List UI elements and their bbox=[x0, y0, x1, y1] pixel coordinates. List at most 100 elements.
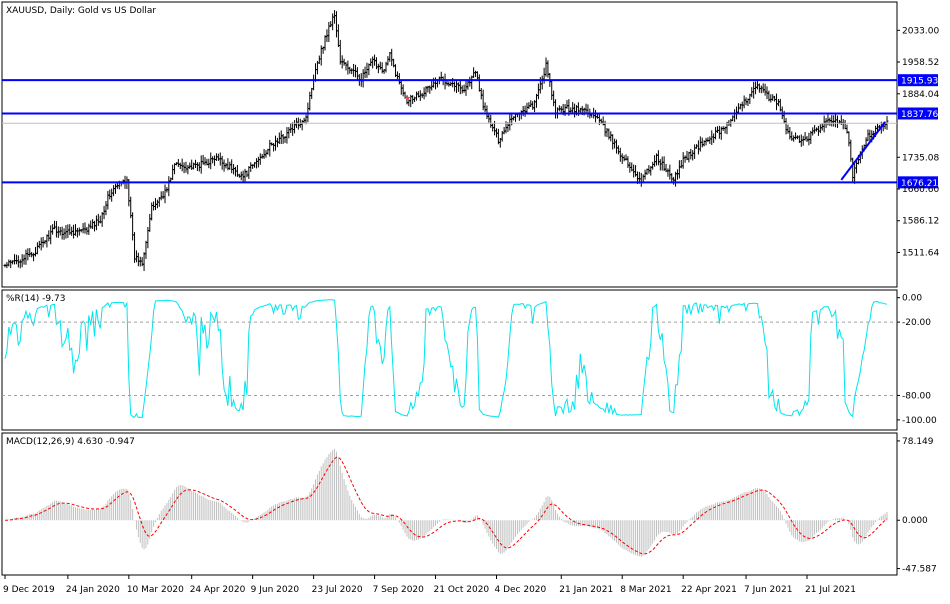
price-bar bbox=[811, 127, 815, 136]
price-bar bbox=[704, 137, 708, 146]
price-bar bbox=[216, 153, 220, 161]
price-bar bbox=[346, 60, 350, 75]
x-tick-label: 9 Jun 2020 bbox=[251, 585, 300, 595]
price-bar bbox=[788, 126, 792, 140]
price-bar bbox=[314, 63, 318, 82]
price-bar bbox=[293, 120, 297, 134]
price-bar bbox=[131, 212, 135, 241]
macd-ytick-label: 0.000 bbox=[902, 516, 928, 526]
price-bar bbox=[60, 226, 64, 240]
price-bar bbox=[554, 99, 558, 119]
price-bar bbox=[643, 169, 647, 180]
price-bar bbox=[414, 91, 418, 101]
price-bar bbox=[289, 123, 293, 133]
price-bar bbox=[834, 114, 838, 128]
price-bar bbox=[384, 61, 388, 73]
price-bar bbox=[203, 157, 207, 166]
price-bar bbox=[639, 172, 643, 187]
price-bar bbox=[820, 123, 824, 131]
price-bar bbox=[49, 225, 53, 245]
price-bar bbox=[683, 155, 687, 163]
price-bar bbox=[22, 254, 26, 265]
price-bar bbox=[468, 76, 472, 87]
price-bar bbox=[148, 213, 152, 232]
price-bar bbox=[161, 191, 165, 200]
price-bar bbox=[565, 100, 569, 109]
price-bar bbox=[744, 97, 748, 106]
price-ytick-label: 1586.12 bbox=[902, 217, 939, 227]
price-bar bbox=[264, 150, 268, 158]
wr-ytick-label: -20.00 bbox=[902, 318, 931, 328]
price-bar bbox=[731, 115, 735, 122]
price-bar bbox=[72, 224, 76, 239]
price-bar bbox=[571, 102, 575, 113]
x-tick-label: 4 Dec 2020 bbox=[494, 585, 546, 595]
macd-panel-frame bbox=[1, 432, 898, 576]
price-bar bbox=[83, 222, 87, 234]
price-bar bbox=[184, 161, 188, 173]
price-ytick-label: 1660.60 bbox=[902, 185, 939, 195]
price-bar bbox=[399, 79, 403, 95]
level-label-box bbox=[898, 74, 938, 87]
price-bar bbox=[714, 126, 718, 140]
price-bar bbox=[775, 93, 779, 111]
price-bar bbox=[104, 200, 108, 216]
price-bar bbox=[765, 86, 769, 100]
price-bar bbox=[317, 55, 321, 64]
price-bar bbox=[245, 170, 249, 178]
price-bar bbox=[274, 135, 278, 151]
price-bar bbox=[163, 184, 167, 204]
price-bar bbox=[615, 139, 619, 154]
price-bar bbox=[672, 176, 676, 185]
price-bar bbox=[550, 79, 554, 100]
price-bar bbox=[232, 164, 236, 175]
price-bar bbox=[681, 152, 685, 169]
price-bar bbox=[508, 112, 512, 131]
price-bar bbox=[106, 190, 110, 210]
price-bar bbox=[192, 162, 196, 170]
x-tick-label: 7 Jun 2021 bbox=[744, 585, 792, 595]
price-bar bbox=[133, 232, 137, 263]
price-bar bbox=[822, 115, 826, 133]
price-bar bbox=[108, 189, 112, 200]
price-bar bbox=[622, 155, 626, 162]
price-bar bbox=[447, 81, 451, 87]
level-label: 1837.76 bbox=[901, 110, 938, 120]
price-ytick-label: 2033.00 bbox=[902, 26, 939, 36]
price-bar bbox=[733, 109, 737, 122]
price-bar bbox=[287, 127, 291, 139]
wr-ytick-label: 0.00 bbox=[902, 294, 922, 304]
price-bar bbox=[32, 252, 36, 262]
price-bar bbox=[7, 259, 11, 267]
price-bar bbox=[355, 67, 359, 81]
price-bar bbox=[454, 80, 458, 94]
price-bar bbox=[331, 13, 335, 31]
x-tick-label: 7 Sep 2020 bbox=[373, 585, 425, 595]
price-bar bbox=[13, 254, 17, 265]
price-bar bbox=[386, 56, 390, 66]
price-bar bbox=[142, 252, 146, 272]
price-bar bbox=[87, 223, 91, 235]
price-bar bbox=[656, 150, 660, 166]
price-bar bbox=[613, 138, 617, 149]
price-ytick-label: 1511.64 bbox=[902, 248, 939, 258]
price-bar bbox=[395, 71, 399, 80]
price-bar bbox=[39, 237, 43, 251]
price-bar bbox=[14, 254, 18, 265]
price-bar bbox=[327, 21, 331, 42]
price-bar bbox=[211, 156, 215, 164]
price-bar bbox=[784, 118, 788, 135]
price-bar bbox=[776, 98, 780, 107]
macd-panel-title: MACD(12,26,9) 4.630 -0.947 bbox=[6, 437, 135, 447]
price-bar bbox=[268, 139, 272, 157]
price-bar bbox=[534, 93, 538, 108]
price-bar bbox=[607, 128, 611, 140]
price-bar bbox=[361, 69, 365, 88]
price-bar bbox=[159, 191, 163, 201]
price-bar bbox=[632, 164, 636, 178]
price-bar bbox=[54, 221, 58, 238]
price-bar bbox=[112, 185, 116, 197]
price-bar bbox=[677, 160, 681, 179]
